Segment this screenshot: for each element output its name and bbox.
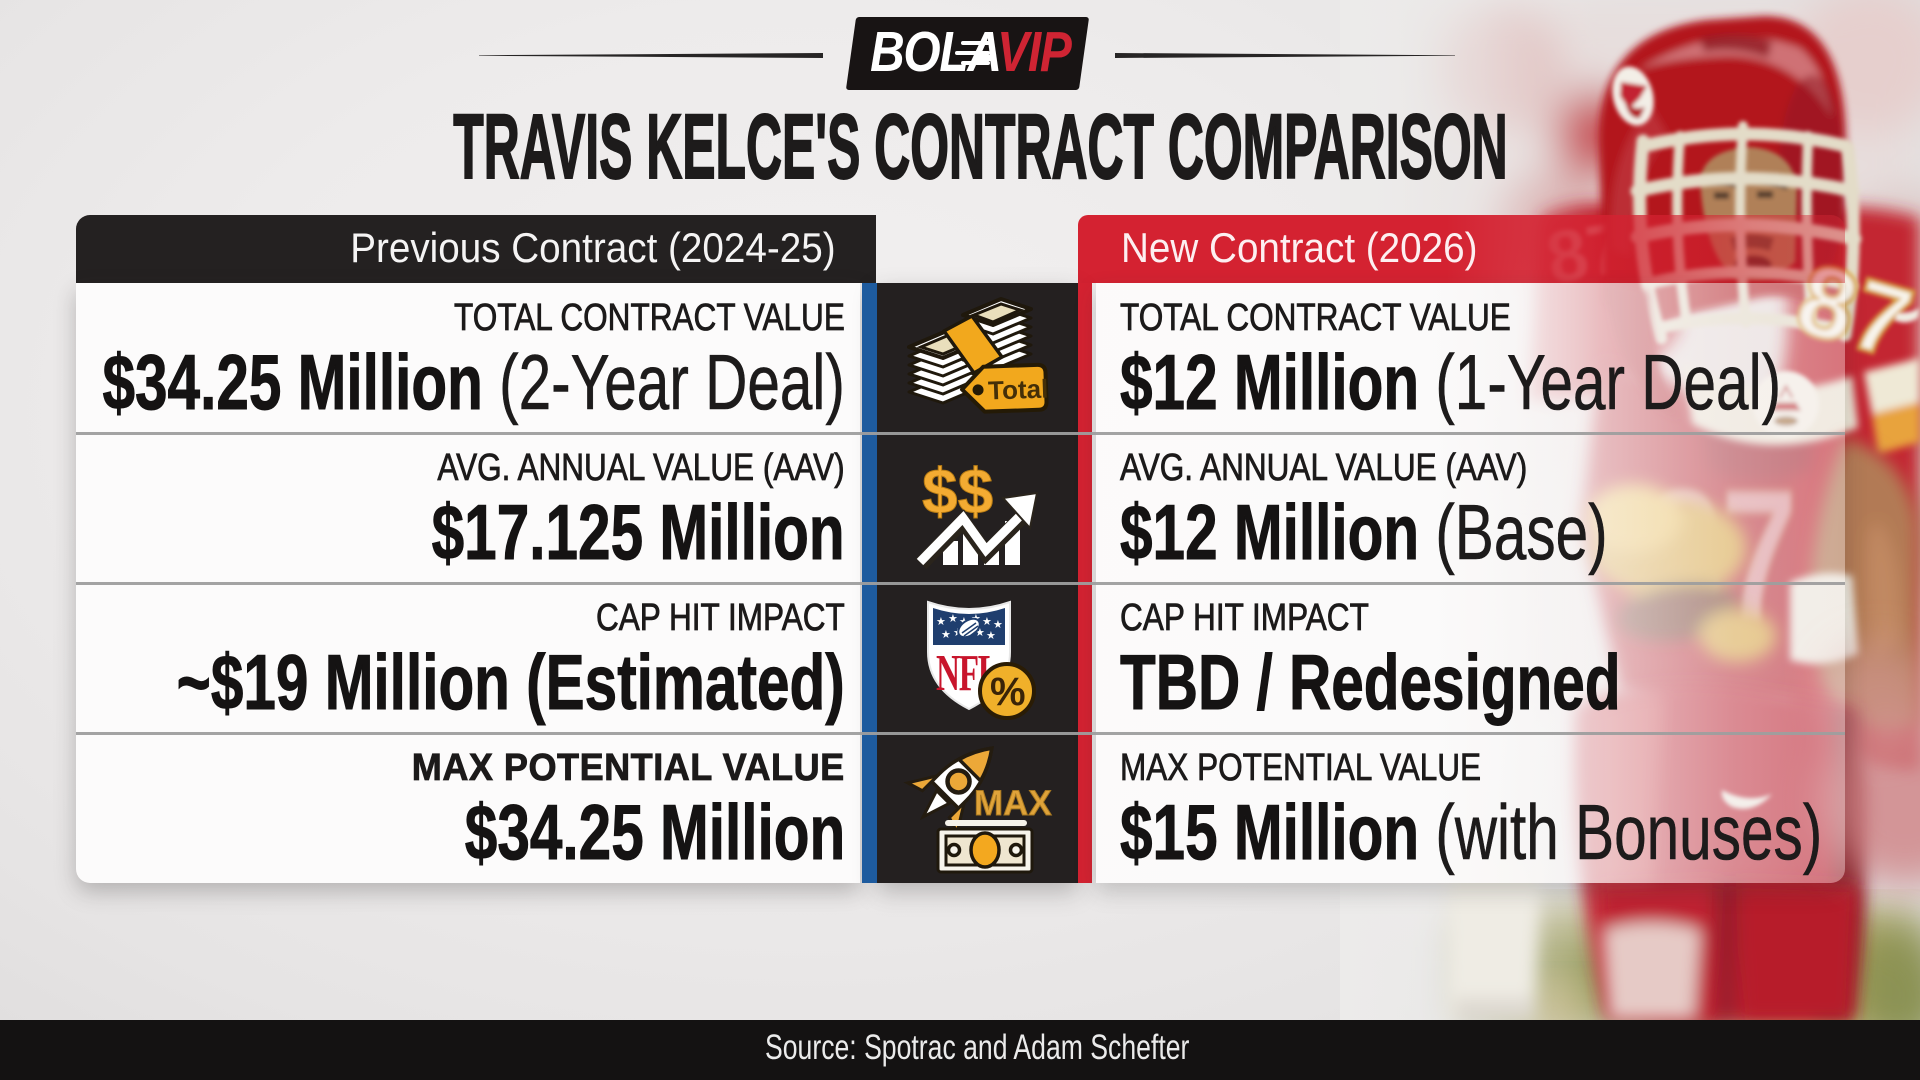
svg-text:$$: $$ bbox=[922, 455, 993, 527]
svg-text:Total: Total bbox=[988, 373, 1049, 405]
svg-text:★: ★ bbox=[975, 627, 985, 639]
svg-text:★: ★ bbox=[948, 613, 958, 625]
svg-text:★: ★ bbox=[936, 616, 946, 628]
svg-text:MAX: MAX bbox=[974, 784, 1052, 823]
svg-text:★: ★ bbox=[993, 619, 1003, 631]
svg-text:★: ★ bbox=[986, 630, 996, 642]
svg-text:★: ★ bbox=[941, 629, 951, 641]
svg-text:★: ★ bbox=[982, 616, 992, 628]
svg-text:%: % bbox=[990, 670, 1026, 714]
